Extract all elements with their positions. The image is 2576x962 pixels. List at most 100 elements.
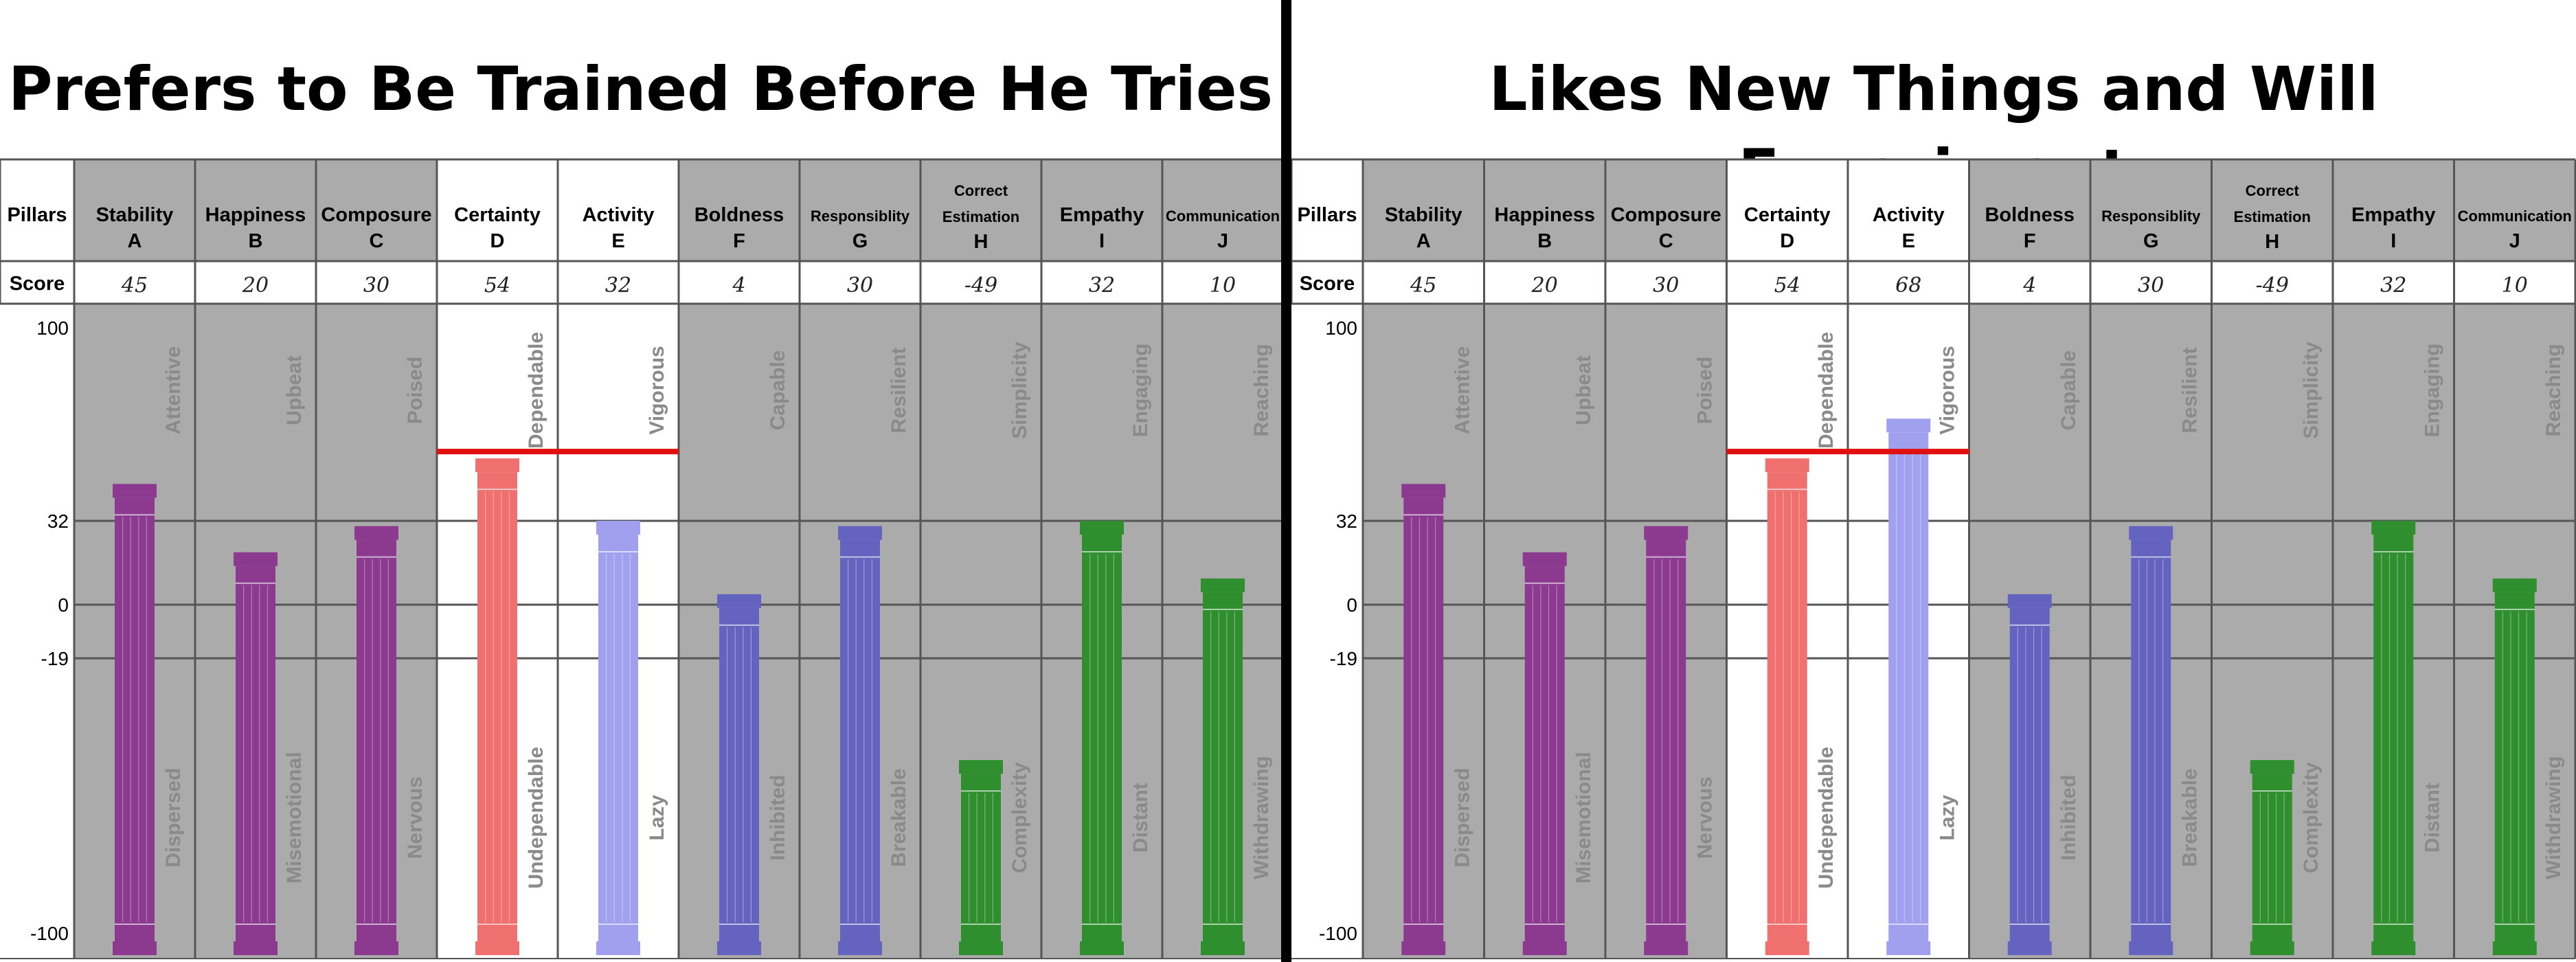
pillar-name-responsiblity: Responsiblity	[2101, 208, 2201, 225]
score-correct-estimation: -49	[964, 273, 997, 298]
header-cell-certainty	[1726, 159, 1848, 261]
bar-shaft	[961, 774, 1001, 941]
bar-shaft	[1524, 566, 1565, 941]
right-panel: Likes New Things and Will Experiment Pil…	[1291, 0, 2576, 962]
bar-base	[596, 941, 640, 955]
pillar-name-empathy: Empathy	[1060, 204, 1144, 226]
header-cell-happiness	[1484, 159, 1605, 261]
pillar-letter-h: H	[2265, 231, 2279, 253]
pillar-name-boldness: Boldness	[694, 204, 784, 226]
pillar-name-happiness: Happiness	[205, 204, 306, 226]
bar-base	[475, 941, 519, 955]
panel-divider	[1281, 0, 1291, 962]
bar-empathy	[1080, 521, 1124, 955]
trait-top-engaging: Engaging	[2421, 344, 2444, 438]
pillar-name-correct-estimation: Estimation	[942, 208, 1019, 225]
trait-top-simplicity: Simplicity	[1008, 342, 1031, 439]
bar-capital	[2371, 521, 2416, 535]
bar-base	[354, 941, 398, 955]
header-cell-stability	[1363, 159, 1484, 261]
bar-activity	[1886, 418, 1931, 955]
pillar-letter-h: H	[974, 231, 988, 253]
score-empathy: 32	[2380, 273, 2406, 298]
bar-shaft	[115, 497, 155, 941]
bar-base	[1401, 941, 1446, 955]
pillar-chart-left: Pillars Score Stability A 45 Attentive Dispers…	[0, 0, 1281, 962]
trait-bottom-lazy: Lazy	[1936, 794, 1959, 840]
header-cell-composure	[1605, 159, 1727, 261]
row-label-pillars: Pillars	[7, 204, 67, 226]
bar-stability	[1401, 484, 1446, 955]
trait-bottom-dispersed: Dispersed	[162, 768, 185, 867]
trait-top-capable: Capable	[767, 350, 789, 431]
header-cell-certainty	[437, 159, 558, 261]
bar-boldness	[717, 594, 761, 955]
trait-bottom-undependable: Undependable	[525, 747, 547, 889]
header-cell-empathy	[1041, 159, 1162, 261]
pillar-name-composure: Composure	[321, 204, 431, 226]
trait-top-dependable: Dependable	[525, 332, 547, 449]
trait-top-capable: Capable	[2057, 350, 2080, 431]
trait-top-reaching: Reaching	[2542, 344, 2565, 436]
pillar-letter-b: B	[1537, 230, 1552, 252]
bar-base	[2129, 941, 2173, 955]
trait-bottom-nervous: Nervous	[404, 776, 427, 859]
bar-shaft	[1203, 592, 1243, 941]
bar-base	[1644, 941, 1688, 955]
bar-correct-estimation	[2250, 760, 2294, 955]
bar-shaft	[840, 539, 880, 941]
pillar-letter-b: B	[249, 230, 263, 252]
bar-capital	[2250, 760, 2294, 774]
bar-happiness	[1522, 552, 1567, 955]
bar-boldness	[2007, 594, 2052, 955]
bar-capital	[838, 526, 882, 540]
bar-base	[838, 941, 882, 955]
trait-bottom-withdrawing: Withdrawing	[1250, 756, 1273, 880]
bar-shaft	[2373, 535, 2414, 941]
header-cell-correct-estimation	[920, 159, 1041, 261]
score-certainty: 54	[1774, 273, 1800, 298]
trait-bottom-complexity: Complexity	[1008, 762, 1031, 873]
trait-bottom-inhibited: Inhibited	[2057, 775, 2080, 861]
pillar-name-composure: Composure	[1611, 204, 1721, 226]
score-composure: 30	[1653, 273, 1679, 298]
pillar-name-certainty: Certainty	[1744, 204, 1831, 226]
y-tick-minus-19: -19	[41, 648, 69, 669]
bar-certainty	[1765, 458, 1809, 955]
pillar-letter-a: A	[128, 230, 142, 252]
score-correct-estimation: -49	[2256, 273, 2289, 298]
pillar-letter-f: F	[733, 230, 745, 252]
bar-capital	[234, 552, 278, 566]
score-row-bg	[0, 261, 1281, 304]
score-happiness: 20	[242, 273, 269, 298]
header-cell-correct-estimation	[2211, 159, 2333, 261]
y-tick-minus-19: -19	[1330, 648, 1357, 669]
y-tick-0: 0	[58, 594, 69, 616]
bar-capital	[2492, 578, 2537, 592]
trait-bottom-lazy: Lazy	[646, 794, 668, 840]
bar-capital	[2129, 526, 2173, 540]
bar-base	[2007, 941, 2052, 955]
bar-certainty	[475, 458, 519, 955]
bar-base	[2492, 941, 2537, 955]
bar-shaft	[236, 566, 275, 941]
bar-capital	[717, 594, 761, 608]
trait-top-upbeat: Upbeat	[283, 355, 306, 425]
header-cell-activity	[1848, 159, 1969, 261]
score-activity: 68	[1895, 273, 1921, 298]
bar-shaft	[1767, 472, 1807, 941]
score-happiness: 20	[1531, 273, 1558, 298]
trait-top-attentive: Attentive	[162, 346, 185, 434]
header-cell-empathy	[2333, 159, 2454, 261]
bar-composure	[1644, 526, 1688, 955]
header-cell-activity	[558, 159, 679, 261]
pillar-name-communication: Communication	[2458, 208, 2572, 225]
score-empathy: 32	[1089, 273, 1115, 298]
pillar-letter-g: G	[2143, 230, 2159, 252]
bar-base	[1522, 941, 1567, 955]
bar-capital	[1080, 521, 1124, 535]
trait-top-resilient: Resilient	[2179, 347, 2202, 433]
trait-top-attentive: Attentive	[1451, 346, 1474, 434]
score-communication: 10	[1210, 273, 1236, 298]
pillar-name-correct-estimation: Estimation	[2234, 208, 2311, 225]
